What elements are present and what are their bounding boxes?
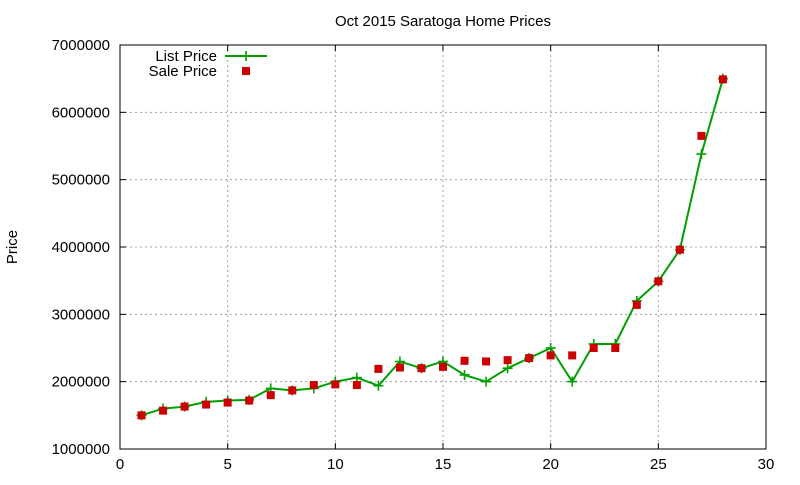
list-price-point	[545, 343, 556, 353]
sale-price-point	[202, 400, 211, 409]
sale-price-point	[503, 356, 512, 365]
sale-price-point	[374, 364, 383, 373]
sale-price-point	[395, 363, 404, 372]
y-tick-label: 7000000	[52, 37, 110, 54]
sale-price-point	[654, 277, 663, 286]
list-price-point	[502, 363, 513, 374]
legend-marker-sale-price	[242, 67, 250, 75]
x-tick-label: 20	[542, 456, 559, 473]
list-price-point	[481, 376, 492, 387]
y-tick-label: 2000000	[52, 374, 110, 391]
y-tick-label: 3000000	[52, 306, 110, 323]
sale-price-point	[675, 245, 684, 254]
sale-price-point	[309, 381, 318, 390]
x-tick-label: 15	[435, 456, 452, 473]
grid-lines	[120, 45, 766, 449]
legend-label-list-price: List Price	[155, 48, 217, 65]
sale-price-point	[525, 354, 534, 363]
y-tick-label: 5000000	[52, 172, 110, 189]
series-layer	[136, 73, 728, 421]
legend: List Price Sale Price	[149, 48, 267, 80]
y-tick-label: 4000000	[52, 239, 110, 256]
sale-price-point	[288, 386, 297, 395]
list-price-point	[696, 149, 707, 160]
list-price-point	[567, 376, 578, 387]
y-tick-label: 6000000	[52, 104, 110, 121]
legend-marker-list-price	[241, 51, 251, 61]
sale-price-point	[266, 391, 275, 400]
sale-price-point	[137, 411, 146, 420]
sale-price-point	[331, 380, 340, 389]
y-tick-label: 1000000	[52, 441, 110, 458]
list-price-line	[141, 78, 724, 417]
list-price-point	[373, 380, 384, 391]
sale-price-point	[482, 357, 491, 366]
y-axis-title: Price	[4, 230, 21, 264]
legend-label-sale-price: Sale Price	[149, 63, 217, 80]
sale-price-point	[568, 351, 577, 360]
x-tick-label: 0	[116, 456, 124, 473]
x-tick-label: 25	[650, 456, 667, 473]
sale-price-point	[417, 364, 426, 373]
sale-price-point	[180, 402, 189, 411]
sale-price-point	[718, 75, 727, 84]
sale-price-point	[589, 344, 598, 352]
x-tick-label: 10	[327, 456, 344, 473]
list-price-point	[351, 372, 362, 383]
sale-price-point	[352, 381, 361, 390]
sale-price-point	[697, 131, 706, 140]
sale-price-point	[223, 398, 232, 407]
sale-price-point	[546, 351, 555, 360]
sale-price-point	[159, 406, 168, 415]
sale-price-point	[460, 356, 469, 365]
sale-price-point	[611, 344, 620, 352]
chart-title: Oct 2015 Saratoga Home Prices	[335, 13, 551, 30]
x-tick-label: 30	[758, 456, 775, 473]
sale-price-point	[632, 300, 641, 309]
axis-ticks: 0 5 10 15 20 25 30 1000000 2000000 3000000 4000000…	[52, 37, 775, 473]
x-tick-label: 5	[223, 456, 231, 473]
list-price-point	[459, 369, 470, 380]
sale-price-point	[245, 396, 254, 405]
sale-price-point	[439, 362, 447, 371]
